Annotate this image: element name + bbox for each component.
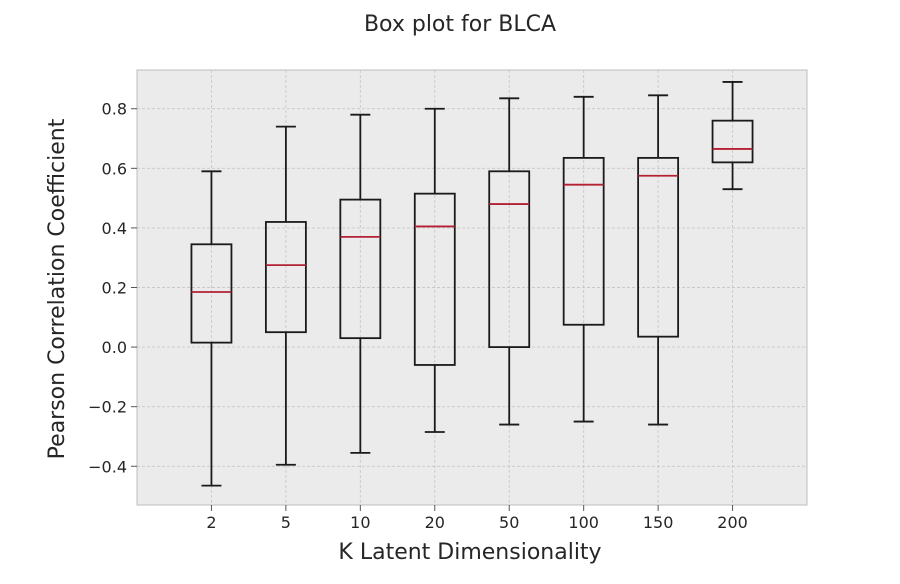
x-tick-label: 20	[425, 513, 445, 532]
y-axis-ticks: −0.4 −0.2 0.0 0.2 0.4 0.6 0.8	[88, 100, 137, 476]
box-iqr	[264, 221, 307, 334]
chart-title: Box plot for BLCA	[364, 12, 556, 37]
x-tick-label: 5	[281, 513, 291, 532]
x-axis-ticks: 2 5 10 20 50 100 150 200	[206, 505, 748, 532]
y-tick-label: 0.8	[102, 100, 127, 119]
x-axis-label: K Latent Dimensionality	[338, 540, 601, 565]
y-axis-label: Pearson Correlation Coefficient	[45, 118, 70, 459]
box-iqr	[413, 192, 456, 366]
box-series	[190, 81, 754, 487]
box-group-k-2	[190, 170, 233, 487]
box-group-k-10	[339, 113, 382, 454]
y-tick-label: 0.2	[102, 279, 127, 298]
x-tick-label: 2	[206, 513, 216, 532]
box-group-k-200	[711, 81, 754, 191]
box-group-k-20	[413, 107, 456, 433]
y-tick-label: 0.6	[102, 159, 127, 178]
x-tick-label: 10	[350, 513, 370, 532]
box-group-k-100	[562, 95, 605, 423]
x-tick-label: 50	[499, 513, 519, 532]
y-tick-label: 0.0	[102, 338, 127, 357]
x-tick-label: 100	[568, 513, 599, 532]
box-iqr	[711, 119, 754, 164]
y-tick-label: 0.4	[102, 219, 127, 238]
box-iqr	[562, 156, 605, 326]
box-iqr	[190, 243, 233, 344]
box-group-k-50	[488, 97, 531, 426]
x-tick-label: 200	[717, 513, 748, 532]
box-iqr	[637, 156, 680, 338]
box-iqr	[339, 198, 382, 340]
x-tick-label: 150	[643, 513, 674, 532]
box-group-k-150	[637, 94, 680, 426]
box-group-k-5	[264, 125, 307, 466]
box-iqr	[488, 170, 531, 348]
y-tick-label: −0.4	[88, 457, 127, 476]
y-tick-label: −0.2	[88, 398, 127, 417]
